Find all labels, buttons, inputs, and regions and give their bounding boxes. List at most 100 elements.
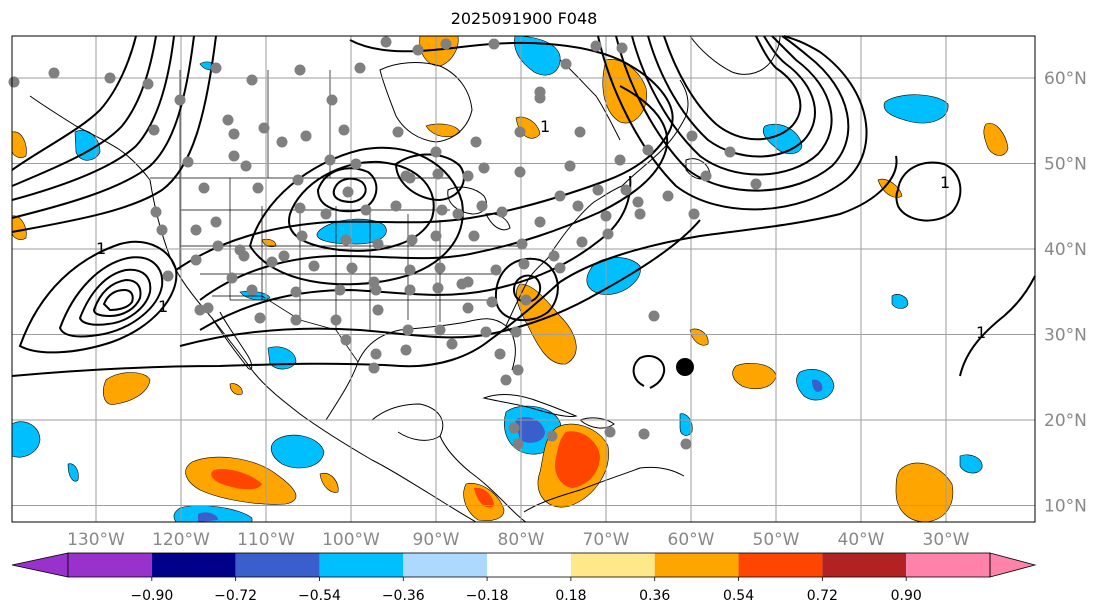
- station-dot: [342, 186, 354, 198]
- contour-line: [394, 153, 465, 202]
- station-dot: [226, 272, 238, 284]
- station-dot: [516, 238, 528, 250]
- station-dot: [434, 262, 446, 274]
- station-dot: [662, 190, 674, 202]
- coastline: [621, 79, 689, 187]
- station-dot: [370, 284, 382, 296]
- state-border: [180, 209, 520, 301]
- station-dot: [632, 196, 644, 208]
- warm-patch: [229, 383, 243, 395]
- station-dot: [142, 78, 154, 90]
- latitude-tick-label: 60°N: [1044, 69, 1087, 89]
- station-dot: [150, 206, 162, 218]
- station-dot: [490, 264, 502, 276]
- station-dot: [642, 144, 654, 156]
- colorbar-extend-high: [989, 552, 1037, 578]
- longitude-tick-label: 70°W: [583, 530, 630, 550]
- station-dot: [174, 94, 186, 106]
- contour-label: 1: [540, 117, 550, 136]
- station-dot: [494, 348, 506, 360]
- station-dot: [292, 174, 304, 186]
- station-dot: [308, 260, 320, 272]
- station-dot: [574, 126, 586, 138]
- station-dot: [572, 200, 584, 212]
- coastline: [505, 185, 623, 327]
- station-dot: [496, 206, 508, 218]
- station-dot: [202, 302, 214, 314]
- colorbar-segment: [906, 553, 990, 577]
- station-dot: [48, 67, 60, 79]
- latitude-tick-label: 40°N: [1044, 240, 1087, 260]
- cold-patch: [515, 417, 545, 443]
- colorbar-segment: [570, 553, 655, 577]
- contour-line: [102, 288, 134, 312]
- colorbar-segment: [654, 553, 739, 577]
- cold-patch: [198, 512, 218, 522]
- contour-line: [58, 256, 164, 338]
- station-dot: [290, 286, 302, 298]
- colorbar-frame: [67, 552, 991, 578]
- station-dot: [404, 172, 416, 184]
- station-dot: [634, 208, 646, 220]
- station-dot: [370, 348, 382, 360]
- longitude-tick-label: 50°W: [753, 530, 800, 550]
- station-dot: [368, 362, 380, 374]
- storm-center-marker: [676, 358, 694, 376]
- warm-patch: [983, 123, 1009, 156]
- station-dot: [228, 128, 240, 140]
- colorbar-segment: [738, 553, 823, 577]
- station-dot: [432, 168, 444, 180]
- station-dot: [294, 202, 306, 214]
- station-dot: [638, 428, 650, 440]
- warm-patch: [602, 59, 647, 124]
- station-dot: [334, 284, 346, 296]
- colorbar-tick-label: 0.18: [555, 588, 586, 604]
- station-dot: [390, 200, 402, 212]
- latitude-tick-label: 50°N: [1044, 155, 1087, 175]
- station-dot: [700, 170, 712, 182]
- station-dot: [590, 40, 602, 52]
- station-dot: [190, 224, 202, 236]
- station-dot: [520, 294, 532, 306]
- contour-label: 1: [940, 173, 950, 192]
- station-dot: [8, 76, 20, 88]
- contour-line: [959, 275, 1036, 377]
- cold-patch: [679, 413, 693, 436]
- station-dot: [554, 190, 566, 202]
- coastline: [439, 435, 527, 523]
- station-dot: [470, 136, 482, 148]
- contour-line: [494, 257, 559, 321]
- colorbar-segment: [319, 553, 404, 577]
- contour-line: [11, 35, 195, 219]
- colorbar-tick-label: −0.18: [466, 588, 509, 604]
- contour-line: [11, 35, 137, 171]
- station-dot: [564, 160, 576, 172]
- station-dot: [436, 204, 448, 216]
- station-dot: [476, 200, 488, 212]
- colorbar-tick-label: −0.90: [130, 588, 173, 604]
- station-dot: [548, 250, 560, 262]
- colorbar-tick-label: −0.54: [298, 588, 341, 604]
- station-dot: [252, 182, 264, 194]
- longitude-tick-label: 40°W: [838, 530, 885, 550]
- station-dot: [600, 210, 612, 222]
- contour-label: 1: [158, 297, 168, 316]
- station-dot: [156, 224, 168, 236]
- coastline: [371, 403, 444, 441]
- colorbar-tick-label: 0.36: [639, 588, 670, 604]
- station-dot: [514, 166, 526, 178]
- longitude-labels: 130°W 120°W 110°W 100°W 90°W 80°W 70°W 60°W 50°W…: [67, 530, 970, 550]
- station-dot: [724, 146, 736, 158]
- station-dot: [326, 94, 338, 106]
- coastline: [379, 62, 473, 143]
- contour-label: 1: [976, 323, 986, 342]
- contour-line: [615, 35, 850, 192]
- station-dot: [392, 126, 404, 138]
- station-dot: [210, 62, 222, 74]
- station-dot: [512, 364, 524, 376]
- colorbar-segment: [403, 553, 488, 577]
- warm-patch: [319, 472, 339, 493]
- contour-line: [632, 354, 666, 389]
- station-dot: [604, 426, 616, 438]
- station-dot: [210, 216, 222, 228]
